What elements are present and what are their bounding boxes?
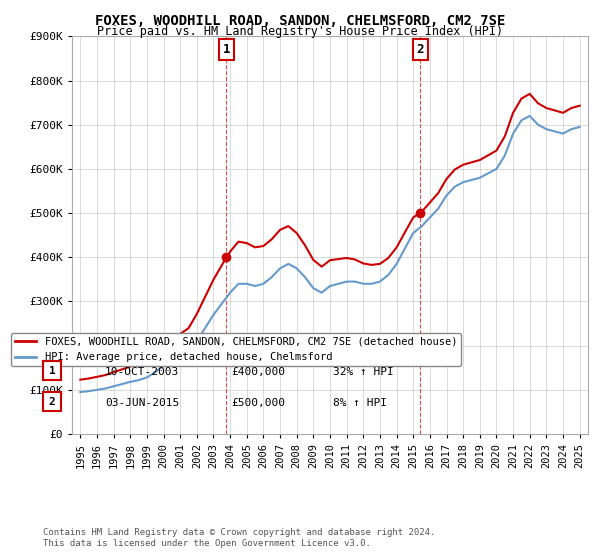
Text: £500,000: £500,000: [231, 398, 285, 408]
Text: 1: 1: [223, 43, 230, 56]
Text: 2: 2: [416, 43, 424, 56]
Text: £400,000: £400,000: [231, 367, 285, 377]
Text: 2: 2: [49, 396, 56, 407]
Text: 10-OCT-2003: 10-OCT-2003: [105, 367, 179, 377]
Text: FOXES, WOODHILL ROAD, SANDON, CHELMSFORD, CM2 7SE: FOXES, WOODHILL ROAD, SANDON, CHELMSFORD…: [95, 14, 505, 28]
Text: Contains HM Land Registry data © Crown copyright and database right 2024.
This d: Contains HM Land Registry data © Crown c…: [43, 528, 436, 548]
Text: 1: 1: [49, 366, 56, 376]
Text: 32% ↑ HPI: 32% ↑ HPI: [333, 367, 394, 377]
Text: Price paid vs. HM Land Registry's House Price Index (HPI): Price paid vs. HM Land Registry's House …: [97, 25, 503, 38]
Legend: FOXES, WOODHILL ROAD, SANDON, CHELMSFORD, CM2 7SE (detached house), HPI: Average: FOXES, WOODHILL ROAD, SANDON, CHELMSFORD…: [11, 333, 461, 366]
Text: 8% ↑ HPI: 8% ↑ HPI: [333, 398, 387, 408]
Text: 03-JUN-2015: 03-JUN-2015: [105, 398, 179, 408]
